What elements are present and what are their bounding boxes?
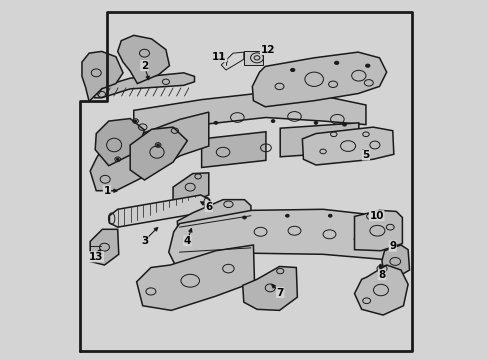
Text: 3: 3 — [141, 236, 148, 246]
Ellipse shape — [313, 121, 317, 124]
Polygon shape — [82, 51, 123, 102]
Ellipse shape — [116, 158, 119, 160]
Polygon shape — [201, 132, 265, 167]
Bar — [244, 51, 263, 65]
Ellipse shape — [290, 68, 294, 72]
Polygon shape — [94, 73, 194, 98]
Polygon shape — [280, 123, 358, 157]
Ellipse shape — [342, 123, 346, 126]
Ellipse shape — [242, 216, 246, 219]
Text: 6: 6 — [205, 202, 212, 212]
Ellipse shape — [334, 61, 338, 64]
Polygon shape — [168, 209, 397, 266]
Polygon shape — [381, 245, 408, 277]
Text: 9: 9 — [388, 241, 395, 251]
Polygon shape — [90, 229, 119, 265]
Text: 2: 2 — [141, 61, 148, 71]
Ellipse shape — [134, 120, 137, 122]
Text: 7: 7 — [276, 288, 284, 297]
Ellipse shape — [365, 64, 369, 67]
Ellipse shape — [271, 120, 274, 122]
Polygon shape — [109, 195, 209, 227]
Text: 1: 1 — [103, 186, 110, 196]
Polygon shape — [242, 266, 297, 310]
Ellipse shape — [214, 121, 217, 124]
Polygon shape — [252, 52, 386, 107]
Text: 10: 10 — [368, 211, 383, 221]
Polygon shape — [130, 127, 187, 180]
Polygon shape — [118, 35, 169, 84]
Polygon shape — [90, 112, 208, 191]
Polygon shape — [95, 118, 144, 166]
Polygon shape — [354, 265, 407, 315]
Ellipse shape — [328, 214, 331, 217]
Text: 5: 5 — [362, 150, 369, 160]
Ellipse shape — [356, 218, 360, 221]
Polygon shape — [177, 200, 250, 249]
Text: 13: 13 — [89, 252, 103, 262]
Polygon shape — [134, 93, 365, 139]
Polygon shape — [173, 173, 208, 202]
Polygon shape — [302, 127, 393, 165]
Text: 12: 12 — [260, 45, 274, 55]
Text: 4: 4 — [183, 236, 191, 246]
Ellipse shape — [157, 144, 159, 146]
Text: 11: 11 — [212, 52, 226, 62]
Ellipse shape — [285, 214, 288, 217]
Polygon shape — [136, 245, 254, 310]
Text: 8: 8 — [378, 270, 385, 280]
Polygon shape — [354, 210, 402, 251]
